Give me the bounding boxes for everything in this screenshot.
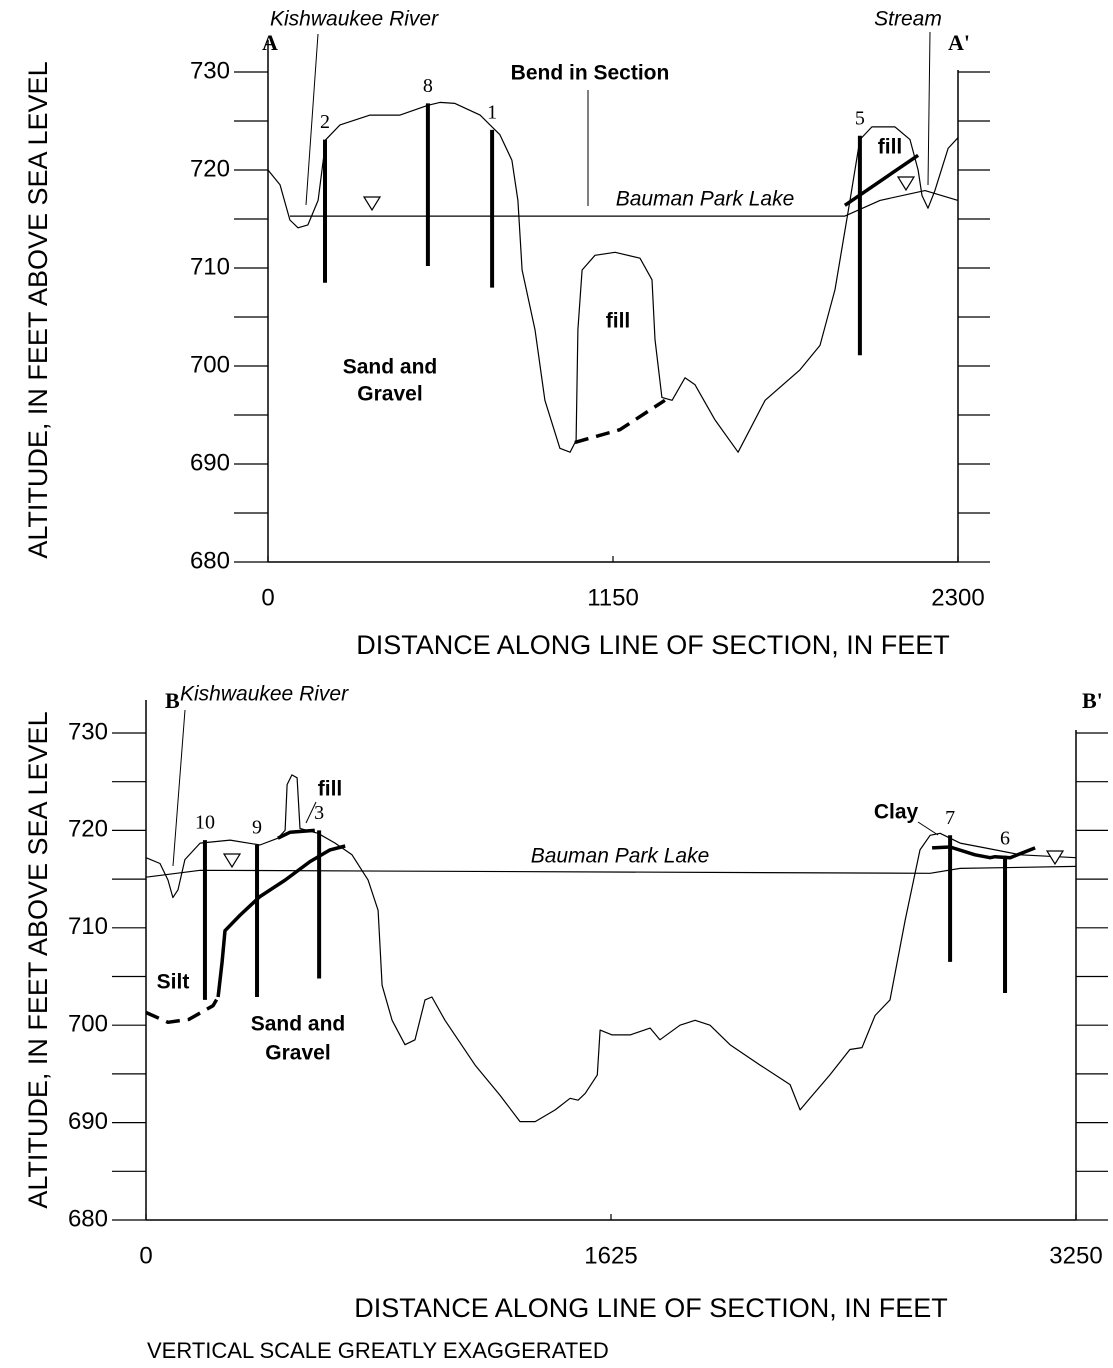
x-tick-label: 2300 xyxy=(931,584,984,611)
x-axis-label: DISTANCE ALONG LINE OF SECTION, IN FEET xyxy=(356,630,950,660)
leader-line xyxy=(305,801,317,824)
annotation: Stream xyxy=(874,8,942,31)
profile-line xyxy=(843,153,920,207)
y-tick-label: 680 xyxy=(68,1205,108,1232)
profile-line xyxy=(932,845,1036,860)
y-tick-label: 680 xyxy=(190,547,230,574)
well-label: 10 xyxy=(195,812,215,834)
well-label: 1 xyxy=(487,101,497,123)
water-table-symbol xyxy=(1045,850,1065,866)
y-tick-label: 730 xyxy=(190,57,230,84)
annotation: Bend in Section xyxy=(511,62,670,85)
profile-line xyxy=(277,828,315,840)
y-tick-label: 690 xyxy=(190,449,230,476)
profile-line xyxy=(145,774,1077,1123)
y-tick-label: 720 xyxy=(190,155,230,182)
profile-line xyxy=(145,996,220,1025)
annotation: Bauman Park Lake xyxy=(531,845,710,868)
annotation: fill xyxy=(878,136,903,159)
profile-line xyxy=(574,398,666,445)
annotation: A' xyxy=(948,30,970,55)
annotation: fill xyxy=(318,778,343,801)
profile-line xyxy=(267,101,959,453)
x-tick-label: 3250 xyxy=(1049,1242,1102,1269)
annotation: A xyxy=(262,30,278,55)
y-axis-label: ALTITUDE, IN FEET ABOVE SEA LEVEL xyxy=(23,61,53,558)
footnote: VERTICAL SCALE GREATLY EXAGGERATED xyxy=(147,1338,609,1363)
x-tick-label: 1150 xyxy=(587,584,639,611)
well-label: 5 xyxy=(855,107,865,129)
x-tick-label: 0 xyxy=(261,584,274,611)
profile-line xyxy=(289,190,959,217)
y-tick-label: 700 xyxy=(190,351,230,378)
x-tick-label: 1625 xyxy=(584,1242,637,1269)
annotation: Sand and xyxy=(343,356,438,379)
y-tick-label: 690 xyxy=(68,1108,108,1135)
well-label: 9 xyxy=(252,817,262,839)
well-label: 8 xyxy=(423,75,433,97)
annotation: Gravel xyxy=(265,1042,330,1065)
annotation: fill xyxy=(606,310,631,333)
y-axis-label: ALTITUDE, IN FEET ABOVE SEA LEVEL xyxy=(23,711,53,1208)
well-label: 3 xyxy=(314,802,324,824)
annotation: Clay xyxy=(874,801,919,824)
water-table-symbol xyxy=(362,196,382,212)
annotation: Gravel xyxy=(357,383,422,406)
y-tick-label: 700 xyxy=(68,1011,108,1038)
y-tick-label: 710 xyxy=(68,913,108,940)
well-label: 7 xyxy=(945,807,955,829)
annotation: B' xyxy=(1082,688,1103,713)
y-tick-label: 710 xyxy=(190,253,230,280)
leader-line xyxy=(917,821,939,836)
annotation: Sand and xyxy=(251,1013,346,1036)
x-axis-label: DISTANCE ALONG LINE OF SECTION, IN FEET xyxy=(354,1293,948,1323)
leader-line xyxy=(305,33,319,206)
profile-line xyxy=(145,865,1077,878)
water-table-symbol xyxy=(896,176,916,192)
annotation: Bauman Park Lake xyxy=(616,188,795,211)
leader-line xyxy=(172,709,186,867)
annotation: Kishwaukee River xyxy=(270,8,439,31)
well-label: 2 xyxy=(320,111,330,133)
y-tick-label: 720 xyxy=(68,816,108,843)
water-table-symbol xyxy=(222,853,242,869)
well-label: 6 xyxy=(1000,827,1010,849)
x-tick-label: 0 xyxy=(139,1242,152,1269)
annotation: Silt xyxy=(157,971,190,994)
profile-line xyxy=(216,844,346,998)
leader-line xyxy=(927,31,931,186)
annotation: B xyxy=(165,688,180,713)
annotation: Kishwaukee River xyxy=(180,683,349,706)
y-tick-label: 730 xyxy=(68,718,108,745)
